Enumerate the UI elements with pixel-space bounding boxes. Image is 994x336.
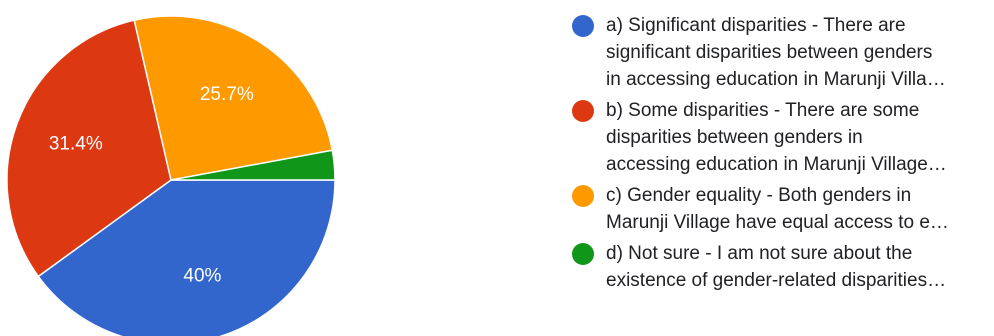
legend-swatch-d [572,243,594,265]
legend-item-b[interactable]: b) Some disparities - There are some disp… [572,97,992,178]
legend-swatch-b [572,100,594,122]
legend-text-line: d) Not sure - I am not sure about the [606,243,913,264]
slice-label-b: 31.4% [49,133,103,154]
pie-slice-d[interactable] [170,149,336,181]
legend-text-line: disparities between genders in [606,127,863,148]
legend-swatch-a [572,15,594,37]
chart-legend: a) Significant disparities - There are si… [572,12,992,298]
legend-text-line: a) Significant disparities - There are [606,15,906,36]
slice-label-a: 40% [183,266,221,287]
pie-slice-c[interactable] [133,15,334,181]
legend-item-a[interactable]: a) Significant disparities - There are si… [572,12,992,93]
pie-slice-b[interactable] [6,19,172,278]
legend-item-c[interactable]: c) Gender equality - Both genders in Maru… [572,182,992,236]
legend-text-line: Marunji Village have equal access to e… [606,212,949,233]
legend-text-line: in accessing education in Marunji Villa… [606,69,946,90]
slice-label-c: 25.7% [200,84,254,105]
pie-chart: 40% 31.4% 25.7% [6,15,336,336]
legend-item-d[interactable]: d) Not sure - I am not sure about the exi… [572,240,992,294]
legend-text-line: c) Gender equality - Both genders in [606,185,912,206]
legend-text-line: significant disparities between genders [606,42,933,63]
legend-text-line: b) Some disparities - There are some [606,100,920,121]
legend-text-line: accessing education in Marunji Village… [606,154,947,175]
legend-swatch-c [572,185,594,207]
legend-text-line: existence of gender-related disparities… [606,270,947,291]
